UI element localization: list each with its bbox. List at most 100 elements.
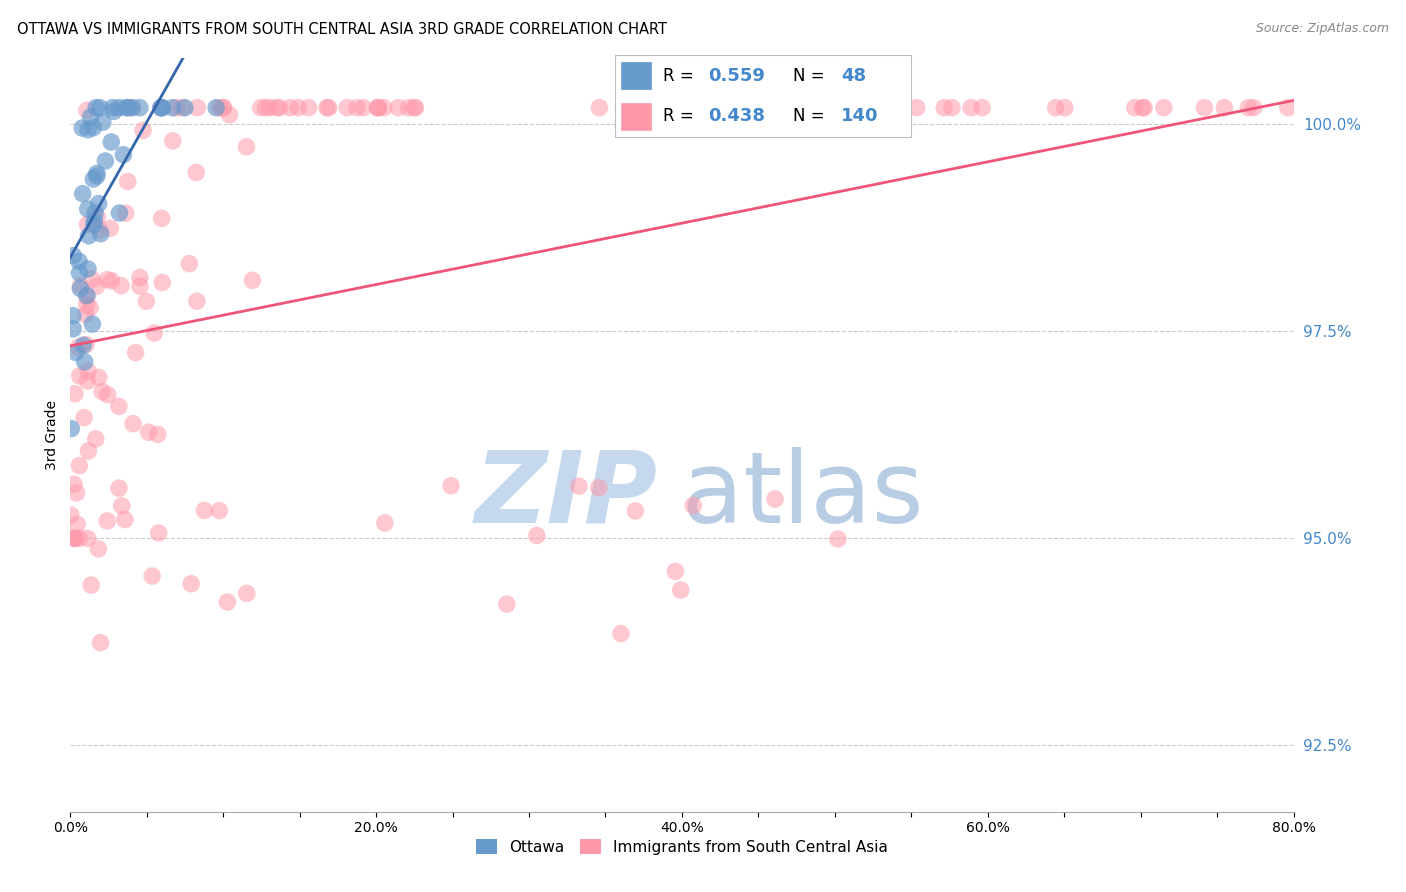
Point <box>63 532 86 546</box>
Point <box>103 104 125 119</box>
Point <box>87 196 110 211</box>
Point <box>179 257 201 271</box>
Point <box>1123 101 1146 115</box>
Point <box>669 582 692 597</box>
Point <box>76 288 98 302</box>
Point <box>373 101 395 115</box>
Point <box>208 503 231 517</box>
Point <box>763 491 786 506</box>
Point <box>89 223 111 237</box>
Point <box>972 101 994 115</box>
Point <box>66 517 89 532</box>
Point <box>114 512 136 526</box>
Point <box>278 101 301 115</box>
Point <box>62 309 84 323</box>
Point <box>367 101 389 115</box>
Point <box>75 337 97 351</box>
Point <box>735 101 758 115</box>
Point <box>86 166 108 180</box>
Point <box>86 169 108 183</box>
Point <box>66 486 89 500</box>
Point <box>1053 101 1076 115</box>
Point <box>588 101 610 115</box>
Point <box>827 532 849 546</box>
Point <box>83 213 105 227</box>
Point <box>405 101 427 115</box>
Point <box>82 172 104 186</box>
Text: N =: N = <box>793 107 824 125</box>
Point <box>217 595 239 609</box>
Point <box>86 279 108 293</box>
Point <box>905 101 928 115</box>
Point <box>150 101 173 115</box>
Point <box>588 481 610 495</box>
Point <box>672 101 695 115</box>
Point <box>76 202 98 216</box>
Point <box>877 101 900 115</box>
Point <box>186 101 208 115</box>
FancyBboxPatch shape <box>614 55 911 136</box>
Text: 0.559: 0.559 <box>709 67 765 85</box>
Point <box>84 206 107 220</box>
Point <box>63 532 86 546</box>
Point <box>146 427 169 442</box>
Point <box>90 227 112 241</box>
Point <box>672 101 695 115</box>
Point <box>174 101 197 115</box>
Point <box>1243 101 1265 115</box>
Point <box>162 101 184 115</box>
Point <box>193 503 215 517</box>
Point <box>77 262 100 277</box>
Point <box>87 370 110 384</box>
Point <box>77 122 100 136</box>
Point <box>73 410 96 425</box>
Point <box>149 101 172 115</box>
Point <box>132 123 155 137</box>
Point <box>568 479 591 493</box>
Point <box>1133 101 1156 115</box>
Point <box>67 458 90 473</box>
Point <box>91 384 114 399</box>
Point <box>287 101 309 115</box>
Point <box>148 526 170 541</box>
Point <box>108 101 131 115</box>
Text: R =: R = <box>664 107 699 125</box>
Point <box>82 317 104 331</box>
Point <box>108 206 131 220</box>
Point <box>101 101 124 115</box>
Point <box>91 115 114 129</box>
Point <box>1277 101 1299 115</box>
Point <box>941 101 963 115</box>
Point <box>63 386 86 401</box>
Point <box>87 541 110 556</box>
Point <box>387 101 409 115</box>
Point <box>75 307 97 321</box>
Point <box>143 326 166 340</box>
Point <box>76 217 98 231</box>
Point <box>76 103 98 118</box>
Point <box>336 101 359 115</box>
Point <box>374 516 396 530</box>
FancyBboxPatch shape <box>620 103 651 130</box>
Point <box>84 101 107 115</box>
Point <box>67 340 90 354</box>
Text: atlas: atlas <box>682 447 924 543</box>
Text: N =: N = <box>793 67 824 85</box>
Point <box>76 374 98 388</box>
Point <box>664 564 686 578</box>
Legend: Ottawa, Immigrants from South Central Asia: Ottawa, Immigrants from South Central As… <box>470 832 894 861</box>
Point <box>94 154 117 169</box>
Point <box>141 569 163 583</box>
Point <box>1213 101 1236 115</box>
Point <box>236 586 259 600</box>
Point <box>316 101 339 115</box>
Point <box>72 186 94 201</box>
Point <box>352 101 374 115</box>
Point <box>135 294 157 309</box>
Point <box>934 101 956 115</box>
Point <box>186 165 208 179</box>
Point <box>162 134 184 148</box>
Point <box>150 211 173 226</box>
Point <box>1292 101 1315 115</box>
Point <box>150 101 173 115</box>
